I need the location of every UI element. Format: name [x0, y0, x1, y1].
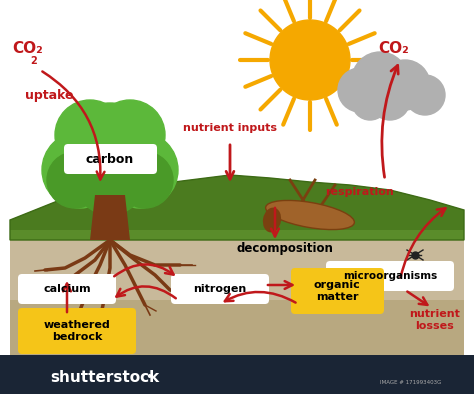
Text: shutterstock: shutterstock	[50, 370, 159, 385]
Text: carbon: carbon	[86, 152, 134, 165]
Circle shape	[352, 52, 408, 108]
Circle shape	[370, 80, 410, 120]
Circle shape	[95, 100, 165, 170]
Circle shape	[55, 100, 125, 170]
FancyBboxPatch shape	[64, 144, 157, 174]
Text: calcium: calcium	[43, 284, 91, 294]
Polygon shape	[10, 175, 464, 240]
Text: weathered
bedrock: weathered bedrock	[44, 320, 110, 342]
Polygon shape	[10, 230, 464, 355]
FancyBboxPatch shape	[291, 268, 384, 314]
Text: CO₂: CO₂	[12, 41, 43, 56]
Text: decomposition: decomposition	[237, 242, 333, 255]
Circle shape	[380, 60, 430, 110]
Text: respiration: respiration	[326, 187, 394, 197]
Text: •: •	[145, 372, 152, 385]
Circle shape	[117, 152, 173, 208]
Circle shape	[42, 132, 118, 208]
Circle shape	[270, 20, 350, 100]
Text: nutrient inputs: nutrient inputs	[183, 123, 277, 133]
Polygon shape	[0, 355, 474, 394]
Circle shape	[352, 84, 388, 120]
FancyBboxPatch shape	[18, 308, 136, 354]
Ellipse shape	[263, 208, 281, 232]
Text: IMAGE # 171993403G: IMAGE # 171993403G	[380, 381, 441, 385]
Circle shape	[102, 132, 178, 208]
Text: nitrogen: nitrogen	[193, 284, 246, 294]
FancyBboxPatch shape	[171, 274, 269, 304]
Text: nutrient
losses: nutrient losses	[410, 309, 460, 331]
Polygon shape	[90, 195, 130, 240]
Text: organic
matter: organic matter	[314, 280, 360, 302]
Text: uptake: uptake	[25, 89, 73, 102]
Text: microorganisms: microorganisms	[343, 271, 437, 281]
Polygon shape	[10, 175, 464, 230]
Circle shape	[58, 103, 162, 207]
Circle shape	[75, 145, 145, 215]
FancyBboxPatch shape	[18, 274, 116, 304]
Circle shape	[47, 152, 103, 208]
Circle shape	[338, 68, 382, 112]
Circle shape	[405, 75, 445, 115]
Text: CO₂: CO₂	[378, 41, 409, 56]
Ellipse shape	[265, 201, 355, 230]
FancyBboxPatch shape	[326, 261, 454, 291]
Polygon shape	[10, 300, 464, 355]
Text: 2: 2	[30, 56, 37, 66]
